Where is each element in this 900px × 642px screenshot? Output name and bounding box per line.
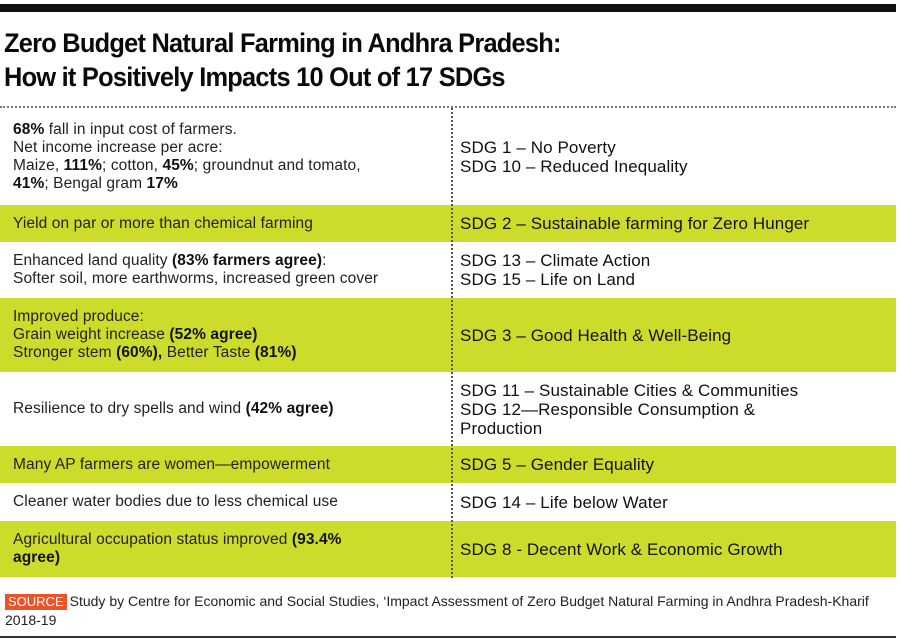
- table-row: Resilience to dry spells and wind (42% a…: [0, 372, 896, 446]
- impact-stat: (60%),: [116, 344, 163, 361]
- impact-stat: (93.4%: [291, 531, 342, 548]
- impact-cell: Resilience to dry spells and wind (42% a…: [0, 400, 451, 418]
- impact-stat: (52% agree): [169, 326, 258, 343]
- sdg-label: SDG 11 – Sustainable Cities & Communitie…: [460, 380, 799, 400]
- sdg-cell: SDG 8 - Decent Work & Economic Growth: [451, 540, 896, 559]
- impact-cell: Cleaner water bodies due to less chemica…: [0, 493, 451, 511]
- impact-cell: Enhanced land quality (83% farmers agree…: [0, 252, 451, 288]
- title-line-1: Zero Budget Natural Farming in Andhra Pr…: [4, 28, 561, 58]
- sdg-cell: SDG 14 – Life below Water: [451, 493, 896, 512]
- sdg-cell: SDG 5 – Gender Equality: [451, 455, 896, 474]
- top-rule: [0, 4, 896, 12]
- source-note: SOURCE Study by Centre for Economic and S…: [5, 592, 890, 630]
- sdg-label: SDG 8 - Decent Work & Economic Growth: [460, 539, 783, 559]
- source-badge: SOURCE: [5, 594, 67, 610]
- impact-line: Net income increase per acre:: [13, 139, 443, 157]
- impact-stat: 45%: [162, 156, 194, 174]
- impact-stat: agree): [13, 549, 61, 566]
- sdg-label: SDG 15 – Life on Land: [460, 270, 636, 289]
- table-row: 68% fall in input cost of farmers. Net in…: [0, 108, 896, 205]
- impact-text: fall in input cost of farmers.: [44, 120, 237, 138]
- impact-text: Enhanced land quality: [13, 252, 173, 269]
- table-row: Improved produce: Grain weight increase (…: [0, 298, 896, 372]
- impact-line: Enhanced land quality (83% farmers agree…: [13, 252, 443, 270]
- table-row: Many AP farmers are women—empowerment SDG…: [0, 446, 896, 483]
- table-row: Agricultural occupation status improved …: [0, 521, 896, 577]
- sdg-cell: SDG 3 – Good Health & Well-Being: [451, 326, 896, 345]
- impact-stat: 41%: [13, 174, 45, 192]
- impact-cell: Improved produce: Grain weight increase (…: [0, 308, 451, 362]
- impact-text: Maize,: [13, 156, 64, 174]
- impact-stat: 17%: [146, 174, 178, 192]
- title-line-2: How it Positively Impacts 10 Out of 17 S…: [4, 62, 506, 92]
- impact-line: Many AP farmers are women—empowerment: [13, 456, 443, 474]
- impact-text: Resilience to dry spells and wind: [13, 400, 246, 417]
- sdg-label: SDG 3 – Good Health & Well-Being: [460, 325, 732, 345]
- impact-cell: Yield on par or more than chemical farmi…: [0, 215, 451, 233]
- sdg-label: SDG 5 – Gender Equality: [460, 455, 655, 474]
- impact-line: Grain weight increase (52% agree): [13, 326, 443, 344]
- sdg-label: SDG 1 – No Poverty: [460, 137, 616, 157]
- impact-line: Maize, 111%; cotton, 45%; groundnut and …: [13, 157, 443, 175]
- sdg-label: SDG 10 – Reduced Inequality: [460, 156, 688, 176]
- impact-line: Cleaner water bodies due to less chemica…: [13, 493, 443, 511]
- impact-stat: (42% agree): [245, 400, 334, 417]
- column-divider: [451, 108, 453, 578]
- impact-text: Better Taste: [162, 344, 255, 361]
- source-text: Study by Centre for Economic and Social …: [5, 593, 869, 628]
- impact-sdg-table: 68% fall in input cost of farmers. Net in…: [0, 106, 896, 578]
- impact-text: Cleaner water bodies due to less chemica…: [13, 493, 339, 510]
- impact-text: Many AP farmers are women—empowerment: [13, 455, 330, 473]
- sdg-label: SDG 2 – Sustainable farming for Zero Hun…: [460, 214, 810, 233]
- impact-cell: Many AP farmers are women—empowerment: [0, 456, 451, 474]
- table-row: Enhanced land quality (83% farmers agree…: [0, 242, 896, 298]
- sdg-label: SDG 14 – Life below Water: [460, 492, 668, 512]
- table-row: Yield on par or more than chemical farmi…: [0, 205, 896, 242]
- impact-line: Resilience to dry spells and wind (42% a…: [13, 400, 443, 418]
- sdg-cell: SDG 13 – Climate Action SDG 15 – Life on …: [451, 251, 896, 289]
- impact-line: Stronger stem (60%), Better Taste (81%): [13, 344, 443, 362]
- sdg-cell: SDG 2 – Sustainable farming for Zero Hun…: [451, 214, 896, 233]
- impact-stat: (81%): [254, 344, 297, 361]
- impact-text: Grain weight increase: [13, 326, 170, 343]
- impact-text: ; groundnut and tomato,: [193, 156, 361, 174]
- impact-text: Yield on par or more than chemical farmi…: [13, 214, 313, 232]
- impact-text: Improved produce:: [13, 308, 144, 325]
- impact-line: 68% fall in input cost of farmers.: [13, 121, 443, 139]
- sdg-label: Production: [460, 418, 543, 438]
- sdg-cell: SDG 11 – Sustainable Cities & Communitie…: [451, 381, 896, 438]
- sdg-label: SDG 12—Responsible Consumption &: [460, 399, 756, 419]
- sdg-cell: SDG 1 – No Poverty SDG 10 – Reduced Inequ…: [451, 138, 896, 176]
- impact-text: Net income increase per acre:: [13, 138, 223, 156]
- impact-text: ; Bengal gram: [44, 174, 147, 192]
- impact-line: Softer soil, more earthworms, increased …: [13, 270, 443, 288]
- impact-line: Improved produce:: [13, 308, 443, 326]
- impact-stat: 111%: [63, 156, 103, 174]
- impact-cell: 68% fall in input cost of farmers. Net in…: [0, 121, 451, 193]
- table-row: Cleaner water bodies due to less chemica…: [0, 483, 896, 521]
- impact-text: Stronger stem: [13, 344, 117, 361]
- impact-line: Agricultural occupation status improved …: [13, 531, 443, 549]
- impact-stat: 68%: [13, 120, 45, 138]
- impact-line: 41%; Bengal gram 17%: [13, 175, 443, 193]
- impact-stat: (83% farmers agree): [172, 252, 323, 269]
- impact-cell: Agricultural occupation status improved …: [0, 531, 451, 567]
- impact-line: Yield on par or more than chemical farmi…: [13, 215, 443, 233]
- impact-text: ; cotton,: [102, 156, 163, 174]
- page-title: Zero Budget Natural Farming in Andhra Pr…: [4, 26, 841, 94]
- impact-line: agree): [13, 549, 443, 567]
- impact-text: Agricultural occupation status improved: [13, 531, 292, 548]
- bottom-rule: [0, 636, 896, 638]
- sdg-label: SDG 13 – Climate Action: [460, 251, 651, 270]
- impact-text: :: [322, 252, 327, 269]
- impact-text: Softer soil, more earthworms, increased …: [13, 270, 379, 287]
